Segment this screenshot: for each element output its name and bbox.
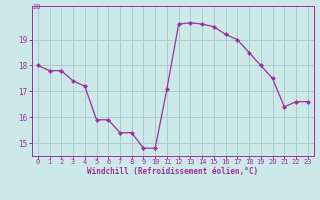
- X-axis label: Windchill (Refroidissement éolien,°C): Windchill (Refroidissement éolien,°C): [87, 167, 258, 176]
- Text: 20: 20: [32, 4, 41, 10]
